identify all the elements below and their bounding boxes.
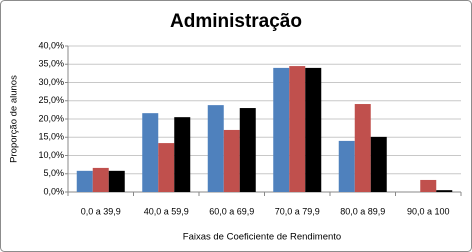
x-tick-label: 0,0 a 39,9 bbox=[81, 206, 121, 216]
bar bbox=[436, 190, 453, 192]
bar bbox=[76, 170, 93, 192]
y-tick-label: 35,0% bbox=[38, 59, 64, 69]
bar bbox=[223, 129, 240, 192]
bar bbox=[354, 104, 371, 192]
bar bbox=[158, 143, 175, 192]
x-tick-label: 40,0 a 59,9 bbox=[144, 206, 189, 216]
y-tick-label: 40,0% bbox=[38, 40, 64, 50]
bar bbox=[239, 108, 256, 192]
x-tick-label: 70,0 a 79,9 bbox=[275, 206, 320, 216]
chart-title: Administração bbox=[170, 11, 302, 32]
x-tick-label: 90,0 a 100 bbox=[407, 206, 450, 216]
x-tick-label: 80,0 a 89,9 bbox=[340, 206, 385, 216]
bar bbox=[305, 67, 322, 192]
y-tick-label: 30,0% bbox=[38, 77, 64, 87]
y-tick-label: 0,0% bbox=[43, 186, 64, 196]
x-axis-title: Faixas de Coeficiente de Rendimento bbox=[183, 232, 341, 243]
bar bbox=[108, 170, 125, 192]
y-tick-label: 5,0% bbox=[43, 168, 64, 178]
bar bbox=[142, 113, 159, 192]
bar bbox=[370, 136, 387, 192]
bar bbox=[273, 67, 290, 192]
bar bbox=[289, 66, 306, 192]
y-tick-label: 15,0% bbox=[38, 132, 64, 142]
bar bbox=[207, 105, 224, 192]
y-tick-label: 25,0% bbox=[38, 95, 64, 105]
bar bbox=[338, 140, 355, 192]
bar bbox=[92, 167, 109, 192]
x-tick-label: 60,0 a 69,9 bbox=[209, 206, 254, 216]
y-axis-title: Proporção de alunos bbox=[9, 75, 20, 163]
y-tick-label: 20,0% bbox=[38, 113, 64, 123]
bar bbox=[174, 117, 191, 192]
bar bbox=[420, 179, 437, 192]
y-tick-label: 10,0% bbox=[38, 150, 64, 160]
